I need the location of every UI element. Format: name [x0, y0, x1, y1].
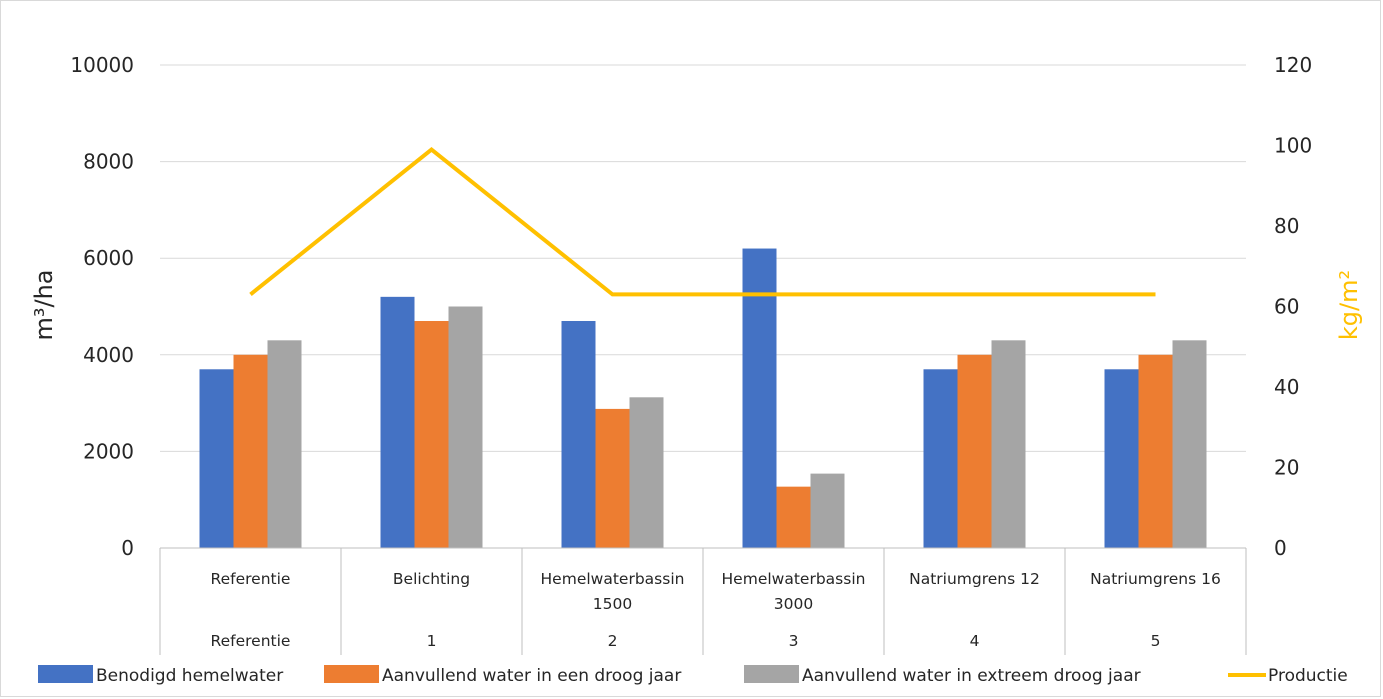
bar: [380, 296, 415, 548]
bar-series: [199, 248, 1207, 549]
y-left-tick-label: 0: [121, 536, 134, 560]
bar: [199, 369, 234, 548]
legend-label: Aanvullend water in een droog jaar: [382, 666, 681, 686]
y-right-tick-label: 120: [1274, 53, 1312, 77]
y-right-tick-label: 60: [1274, 295, 1299, 319]
x-group-label: 5: [1151, 632, 1161, 650]
legend-swatch: [744, 665, 799, 683]
x-tick-label: Hemelwaterbassin: [722, 570, 866, 588]
y-right-tick-label: 100: [1274, 134, 1312, 158]
legend-label: Productie: [1268, 666, 1348, 686]
x-tick-label: Belichting: [393, 570, 470, 588]
y-left-tick-label: 8000: [83, 150, 134, 174]
bar: [629, 397, 664, 548]
bar: [1104, 369, 1139, 548]
bar: [448, 306, 483, 548]
x-tick-label: Referentie: [211, 570, 291, 588]
legend-swatch: [324, 665, 379, 683]
x-group-label: 2: [608, 632, 618, 650]
bar: [414, 320, 449, 548]
bar: [991, 340, 1026, 548]
legend-label: Aanvullend water in extreem droog jaar: [802, 666, 1141, 686]
x-tick-label: Natriumgrens 16: [1090, 570, 1221, 588]
x-axis: Referentie Referentie Belichting 1 Hemelwate…: [159, 547, 1247, 655]
x-tick-label-line2: 1500: [593, 595, 632, 613]
bar: [776, 486, 811, 548]
y-axis-left-title: m³/ha: [30, 269, 58, 340]
x-tick-label: Hemelwaterbassin: [541, 570, 685, 588]
bar: [1172, 340, 1207, 548]
y-right-tick-label: 40: [1274, 375, 1299, 399]
y-axis-right-title: kg/m²: [1335, 270, 1363, 340]
x-group-label: 4: [970, 632, 980, 650]
y-left-tick-label: 6000: [83, 246, 134, 270]
bar: [267, 340, 302, 548]
y-right-tick-label: 0: [1274, 536, 1287, 560]
y-left-tick-label: 2000: [83, 439, 134, 463]
x-group-label: 1: [427, 632, 437, 650]
bar: [742, 248, 777, 549]
productie-line: [249, 146, 1156, 297]
bar: [1138, 354, 1173, 548]
legend: Benodigd hemelwater Aanvullend water in e…: [38, 665, 1348, 686]
bar: [595, 408, 630, 548]
x-group-label: 3: [789, 632, 799, 650]
bar: [810, 473, 845, 548]
y-axis-left: 0 2000 4000 6000 8000 10000: [70, 53, 134, 560]
x-tick-label: Natriumgrens 12: [909, 570, 1040, 588]
bar: [923, 369, 958, 548]
x-tick-label-line2: 3000: [774, 595, 813, 613]
y-axis-right: 0 20 40 60 80 100 120: [1274, 53, 1312, 560]
legend-label: Benodigd hemelwater: [96, 666, 283, 686]
y-right-tick-label: 20: [1274, 456, 1299, 480]
line-series: [249, 146, 1156, 297]
bar: [957, 354, 992, 548]
bar: [561, 320, 596, 548]
x-group-label: Referentie: [211, 632, 291, 650]
y-left-tick-label: 4000: [83, 343, 134, 367]
y-left-tick-label: 10000: [70, 53, 134, 77]
gridlines: [160, 64, 1246, 452]
legend-swatch: [38, 665, 93, 683]
y-right-tick-label: 80: [1274, 214, 1299, 238]
bar: [233, 354, 268, 548]
